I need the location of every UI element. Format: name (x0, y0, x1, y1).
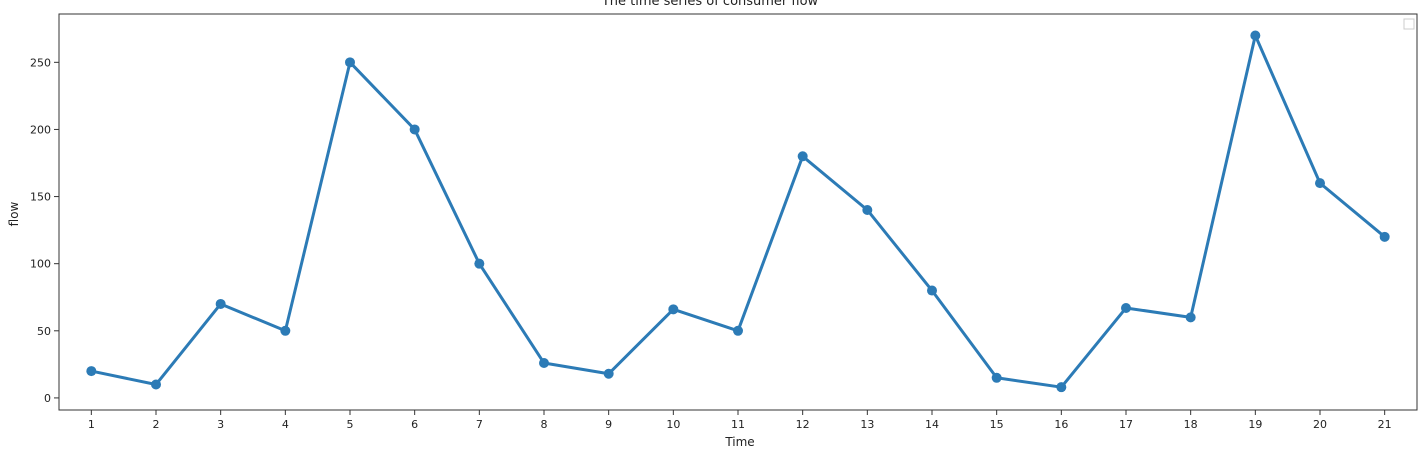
data-point (539, 358, 549, 369)
data-point (86, 366, 97, 377)
data-point (1185, 312, 1196, 323)
x-tick-label: 3 (217, 418, 224, 431)
x-tick-label: 7 (476, 418, 483, 431)
legend-box (1403, 18, 1415, 30)
y-tick-label: 50 (37, 325, 51, 338)
data-point (733, 325, 743, 336)
data-point (151, 379, 161, 390)
data-point (1056, 382, 1067, 393)
x-tick-label: 11 (731, 418, 745, 431)
x-tick-label: 20 (1313, 418, 1327, 431)
x-tick-label: 16 (1054, 418, 1068, 431)
data-point (927, 285, 937, 296)
y-tick-label: 250 (30, 56, 51, 69)
x-tick-label: 14 (925, 418, 939, 431)
data-point (474, 258, 485, 269)
x-tick-label: 19 (1248, 418, 1262, 431)
x-tick-label: 10 (666, 418, 680, 431)
y-tick-label: 100 (30, 258, 51, 271)
plot-area (58, 13, 1418, 411)
data-point (1121, 302, 1131, 313)
data-point (215, 298, 226, 309)
y-axis: 0 50 100 150 200 250 (30, 56, 59, 405)
data-point (991, 372, 1002, 383)
y-axis-label: flow (7, 201, 21, 226)
data-point (797, 151, 808, 162)
x-tick-label: 18 (1184, 418, 1198, 431)
x-tick-label: 15 (990, 418, 1004, 431)
x-tick-label: 21 (1378, 418, 1392, 431)
data-point (1250, 30, 1261, 41)
data-point (1315, 178, 1325, 189)
data-point (409, 124, 420, 135)
x-tick-label: 13 (860, 418, 874, 431)
x-tick-label: 6 (411, 418, 418, 431)
data-point (862, 204, 873, 215)
data-point (280, 325, 291, 336)
y-tick-label: 200 (30, 123, 51, 136)
x-axis: 1 2 3 4 5 6 7 8 9 10 11 12 13 14 15 16 17 18 19 20 21 (88, 410, 1392, 431)
x-tick-label: 9 (605, 418, 612, 431)
x-tick-label: 1 (88, 418, 95, 431)
y-tick-label: 0 (44, 392, 51, 405)
x-tick-label: 5 (347, 418, 354, 431)
y-tick-label: 150 (30, 191, 51, 204)
x-tick-label: 4 (282, 418, 289, 431)
x-tick-label: 8 (541, 418, 548, 431)
x-axis-label: Time (724, 435, 754, 449)
x-tick-label: 2 (153, 418, 160, 431)
data-point (1379, 231, 1390, 242)
x-tick-label: 12 (796, 418, 810, 431)
data-point (345, 57, 355, 68)
data-point (603, 368, 614, 379)
data-point (668, 304, 679, 315)
chart-title: The time series of consumer flow (601, 0, 819, 9)
x-tick-label: 17 (1119, 418, 1133, 431)
series-group (86, 30, 1390, 393)
